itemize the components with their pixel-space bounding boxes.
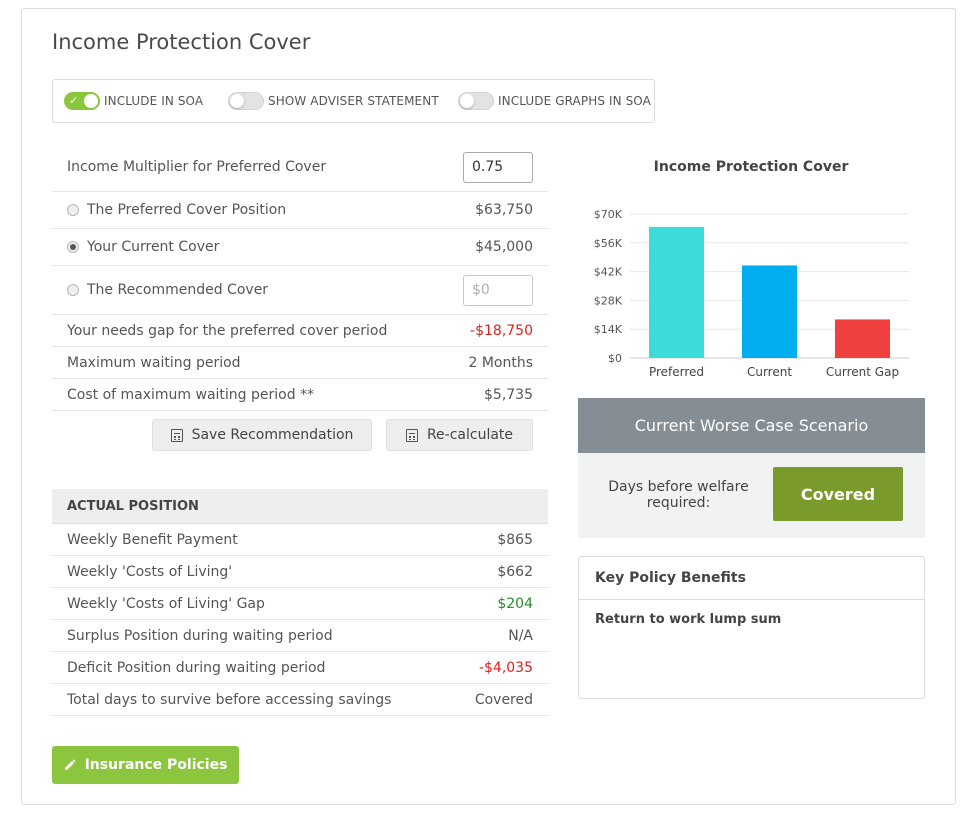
- recommended-input[interactable]: [463, 274, 533, 306]
- toggle-include-graphs-in-soa[interactable]: INCLUDE GRAPHS IN SOA: [458, 92, 651, 110]
- check-icon: ✓: [69, 94, 79, 107]
- bar-preferred: [649, 226, 704, 358]
- recalculate-label: Re-calculate: [426, 427, 514, 443]
- toggle-label: INCLUDE IN SOA: [104, 94, 204, 108]
- save-recommendation-label: Save Recommendation: [191, 427, 354, 443]
- cover-table: Income Multiplier for Preferred Cover Th…: [52, 143, 548, 411]
- toggle-show-adviser-statement[interactable]: SHOW ADVISER STATEMENT: [228, 92, 439, 110]
- actual-row-label: Weekly 'Costs of Living' Gap: [67, 595, 265, 612]
- income-protection-bar-chart: $0 $14K $28K $42K $56K $70K Preferred Current Cu…: [594, 208, 909, 379]
- y-tick-label: $28K: [594, 294, 623, 307]
- needs-gap-label: Your needs gap for the preferred cover p…: [67, 322, 388, 339]
- y-tick-label: $70K: [594, 208, 623, 221]
- preferred-value: $63,750: [475, 202, 533, 218]
- actual-position-row: Weekly 'Costs of Living' Gap $204: [52, 588, 548, 620]
- recommended-cover-row[interactable]: The Recommended Cover: [52, 266, 548, 315]
- actual-row-value: N/A: [508, 627, 533, 644]
- max-wait-row: Maximum waiting period 2 Months: [52, 347, 548, 379]
- x-category-label: Current Gap: [826, 365, 899, 379]
- calculator-icon: [405, 428, 418, 442]
- multiplier-row: Income Multiplier for Preferred Cover: [52, 143, 548, 192]
- toggle-switch-on[interactable]: ✓: [64, 92, 100, 110]
- actual-row-value: $865: [497, 531, 533, 548]
- actual-position-table: Weekly Benefit Payment $865 Weekly 'Costs …: [52, 524, 548, 716]
- actual-position-row: Weekly 'Costs of Living' $662: [52, 556, 548, 588]
- current-label: Your Current Cover: [87, 239, 220, 255]
- insurance-policies-label: Insurance Policies: [84, 757, 228, 773]
- recommended-label: The Recommended Cover: [87, 282, 269, 298]
- needs-gap-row: Your needs gap for the preferred cover p…: [52, 315, 548, 347]
- actual-row-value: Covered: [474, 691, 533, 708]
- worse-case-scenario-panel: Current Worse Case Scenario Days before …: [578, 398, 925, 538]
- preferred-label: The Preferred Cover Position: [87, 202, 287, 218]
- multiplier-input[interactable]: [463, 151, 533, 183]
- recommended-radio[interactable]: [67, 284, 79, 296]
- actual-row-value: $204: [497, 595, 533, 612]
- x-category-label: Preferred: [649, 365, 704, 379]
- key-policy-benefits-header: Key Policy Benefits: [579, 557, 924, 600]
- page-title: Income Protection Cover: [52, 30, 311, 54]
- toggle-label: SHOW ADVISER STATEMENT: [268, 94, 439, 108]
- actual-position-header: ACTUAL POSITION: [52, 489, 548, 524]
- needs-gap-value: -$18,750: [470, 322, 533, 339]
- insurance-policies-button[interactable]: Insurance Policies: [52, 746, 239, 784]
- pencil-icon: [64, 759, 76, 770]
- actual-row-label: Deficit Position during waiting period: [67, 659, 326, 676]
- y-tick-label: $56K: [594, 237, 623, 250]
- toggle-switch-off[interactable]: [228, 92, 264, 110]
- actual-row-label: Weekly Benefit Payment: [67, 531, 238, 548]
- scenario-label: Days before welfare required:: [608, 479, 749, 511]
- multiplier-label: Income Multiplier for Preferred Cover: [67, 159, 327, 175]
- actual-row-label: Surplus Position during waiting period: [67, 627, 333, 644]
- y-tick-label: $14K: [594, 323, 623, 336]
- y-tick-label: $0: [608, 352, 622, 365]
- recalculate-button[interactable]: Re-calculate: [386, 419, 533, 451]
- max-wait-label: Maximum waiting period: [67, 354, 241, 371]
- toggle-label: INCLUDE GRAPHS IN SOA: [498, 94, 651, 108]
- actual-row-value: -$4,035: [478, 659, 533, 676]
- bar-current: [742, 265, 797, 358]
- y-tick-label: $42K: [594, 266, 623, 279]
- cost-wait-row: Cost of maximum waiting period ** $5,735: [52, 379, 548, 411]
- bar-current-gap: [835, 319, 890, 358]
- chart-title: Income Protection Cover: [653, 159, 849, 175]
- key-policy-benefit-item: Return to work lump sum: [595, 612, 782, 627]
- calculator-icon: [170, 428, 183, 442]
- actual-position-row: Surplus Position during waiting period N/…: [52, 620, 548, 652]
- actual-row-label: Weekly 'Costs of Living': [67, 563, 233, 580]
- actual-position-row: Total days to survive before accessing s…: [52, 684, 548, 716]
- cost-wait-label: Cost of maximum waiting period **: [67, 386, 315, 403]
- key-policy-benefits-panel: Key Policy Benefits Return to work lump …: [578, 556, 925, 699]
- covered-status-button[interactable]: Covered: [773, 467, 903, 521]
- actual-position-row: Weekly Benefit Payment $865: [52, 524, 548, 556]
- actual-position-row: Deficit Position during waiting period -$…: [52, 652, 548, 684]
- preferred-radio[interactable]: [67, 204, 79, 216]
- current-radio[interactable]: [67, 241, 79, 253]
- preferred-cover-row[interactable]: The Preferred Cover Position $63,750: [52, 192, 548, 229]
- max-wait-value: 2 Months: [468, 354, 533, 371]
- current-cover-row[interactable]: Your Current Cover $45,000: [52, 229, 548, 266]
- scenario-header: Current Worse Case Scenario: [578, 398, 925, 453]
- soa-toggle-bar: ✓ INCLUDE IN SOA SHOW ADVISER STATEMENT …: [52, 79, 655, 123]
- save-recommendation-button[interactable]: Save Recommendation: [152, 419, 372, 451]
- cost-wait-value: $5,735: [484, 386, 533, 403]
- actual-row-label: Total days to survive before accessing s…: [67, 691, 392, 708]
- toggle-switch-off[interactable]: [458, 92, 494, 110]
- current-value: $45,000: [475, 239, 533, 255]
- actual-row-value: $662: [497, 563, 533, 580]
- toggle-include-in-soa[interactable]: ✓ INCLUDE IN SOA: [64, 92, 203, 110]
- x-category-label: Current: [747, 365, 792, 379]
